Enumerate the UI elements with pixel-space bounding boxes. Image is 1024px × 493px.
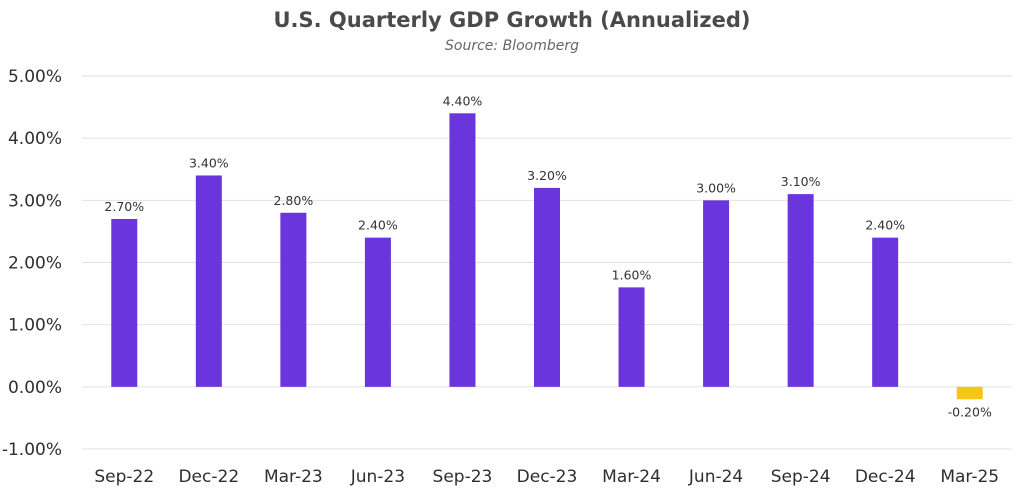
x-tick-label: Mar-25 [940,467,999,487]
data-label: 2.70% [104,199,144,214]
gridlines [82,75,1012,450]
bar [364,237,391,387]
y-tick-label: 5.00% [8,67,62,87]
bar [280,212,307,387]
x-tick-label: Jun-24 [688,467,743,487]
bar [534,187,560,387]
bars [111,113,983,400]
data-label: 2.80% [274,193,314,208]
chart-subtitle: Source: Bloomberg [445,38,579,54]
data-label: 3.20% [527,168,567,183]
bar [872,237,899,387]
bar [787,194,814,387]
data-label: 2.40% [358,218,398,233]
y-tick-label: 3.00% [8,191,62,211]
x-tick-label: Mar-24 [602,467,661,487]
x-tick-label: Mar-23 [264,467,323,487]
y-axis-ticks: 5.00% 4.00% 3.00% 2.00% 1.00% 0.00% -1.00% [2,67,62,460]
data-label: 1.60% [612,267,652,282]
bar [195,175,222,387]
bar [111,218,138,387]
data-label: -0.20% [948,404,992,419]
bar [703,200,730,387]
y-tick-label: 1.00% [8,316,62,336]
data-labels: 2.70% 3.40% 2.80% 2.40% 4.40% 3.20% 1.60% 3.00%… [104,93,992,419]
y-tick-label: 4.00% [8,129,62,149]
y-tick-label: 0.00% [8,378,62,398]
x-axis-ticks: Sep-22 Dec-22 Mar-23 Jun-23 Sep-23 Dec-23 Mar-… [94,467,999,487]
x-tick-label: Dec-22 [178,467,239,487]
chart-title: U.S. Quarterly GDP Growth (Annualized) [273,8,751,32]
bar [618,287,645,387]
data-label: 3.40% [189,155,229,170]
data-label: 2.40% [865,218,905,233]
data-label: 3.00% [696,180,736,195]
y-tick-label: -1.00% [2,440,62,460]
data-label: 4.40% [443,93,483,108]
data-label: 3.10% [781,174,821,189]
x-tick-label: Dec-24 [855,467,916,487]
x-tick-label: Sep-23 [433,467,493,487]
bar [449,113,476,387]
x-tick-label: Sep-24 [771,467,831,487]
bar [956,386,983,400]
x-tick-label: Sep-22 [94,467,154,487]
x-tick-label: Jun-23 [350,467,405,487]
y-tick-label: 2.00% [8,254,62,274]
x-tick-label: Dec-23 [517,467,578,487]
